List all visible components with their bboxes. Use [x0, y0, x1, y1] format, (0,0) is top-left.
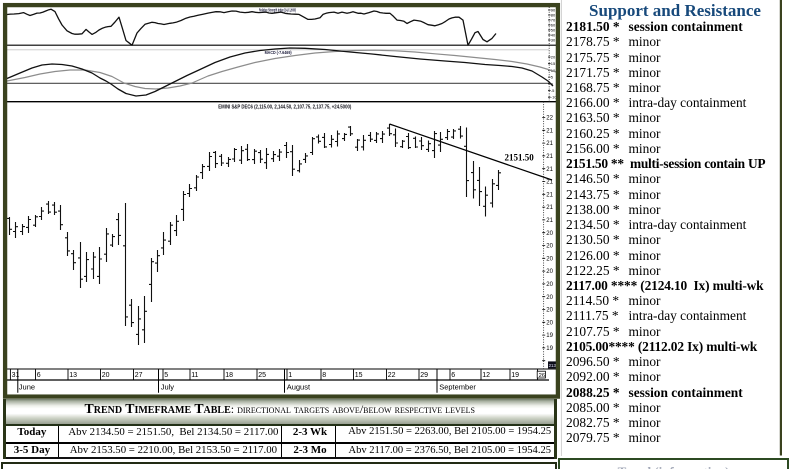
svg-text:August: August — [287, 382, 311, 391]
svg-text:20: 20 — [546, 295, 553, 301]
svg-text:September: September — [439, 382, 476, 391]
svg-text:21: 21 — [546, 154, 553, 160]
svg-text:19: 19 — [546, 346, 553, 352]
svg-text:20: 20 — [546, 269, 553, 275]
svg-text:5: 5 — [551, 75, 554, 80]
svg-text:0: 0 — [551, 81, 554, 86]
svg-text:22: 22 — [546, 116, 553, 122]
svg-text:27: 27 — [135, 372, 143, 379]
svg-text:20: 20 — [551, 55, 556, 60]
svg-text:20: 20 — [102, 372, 110, 379]
svg-text:20: 20 — [546, 308, 553, 314]
svg-text:20: 20 — [546, 231, 553, 237]
svg-text:EMINI S&P DEC6 (2,115.00, 2,14: EMINI S&P DEC6 (2,115.00, 2,144.50, 2,10… — [218, 105, 351, 111]
svg-text:8: 8 — [322, 372, 326, 379]
svg-text:19: 19 — [511, 372, 519, 379]
svg-text:20: 20 — [546, 320, 553, 326]
svg-text:12: 12 — [482, 372, 490, 379]
svg-text:21: 21 — [546, 141, 553, 147]
svg-text:6: 6 — [451, 372, 455, 379]
svg-text:18: 18 — [225, 372, 233, 379]
svg-text:21: 21 — [546, 218, 553, 224]
svg-text:21: 21 — [546, 205, 553, 211]
svg-text:15: 15 — [355, 372, 363, 379]
svg-text:21: 21 — [546, 167, 553, 173]
svg-text:1: 1 — [288, 372, 292, 379]
svg-text:21: 21 — [546, 128, 553, 134]
svg-text:MACD (-7.6469): MACD (-7.6469) — [265, 50, 292, 55]
svg-text:80: 80 — [551, 13, 556, 18]
svg-text:19: 19 — [546, 333, 553, 339]
svg-text:6: 6 — [37, 372, 41, 379]
svg-text:5: 5 — [164, 372, 168, 379]
svg-text:11: 11 — [191, 372, 198, 379]
svg-text:25: 25 — [258, 372, 266, 379]
svg-text:10: 10 — [551, 68, 556, 73]
svg-text:June: June — [19, 382, 35, 391]
svg-text:20: 20 — [546, 282, 553, 288]
svg-text:15: 15 — [551, 61, 556, 66]
svg-text:50: 50 — [551, 28, 556, 33]
svg-text:22: 22 — [388, 372, 396, 379]
svg-text:13: 13 — [69, 372, 77, 379]
svg-text:-10: -10 — [551, 95, 558, 100]
svg-text:20: 20 — [546, 256, 553, 262]
svg-text:29: 29 — [420, 372, 428, 379]
svg-text:2151.50: 2151.50 — [505, 153, 535, 163]
svg-text:2138: 2138 — [549, 363, 559, 368]
svg-text:July: July — [161, 382, 175, 391]
svg-text:20: 20 — [546, 244, 553, 250]
svg-text:-5: -5 — [551, 88, 555, 93]
svg-text:21: 21 — [546, 180, 553, 186]
svg-text:30: 30 — [551, 38, 556, 43]
svg-text:90: 90 — [551, 8, 556, 13]
svg-text:Relative Strength Index (14,C,: Relative Strength Index (14,C,2000) — [259, 8, 296, 13]
svg-text:70: 70 — [551, 18, 556, 23]
svg-text:31: 31 — [12, 372, 20, 379]
svg-text:60: 60 — [551, 23, 556, 28]
svg-text:21: 21 — [546, 192, 553, 198]
svg-text:40: 40 — [551, 33, 556, 38]
svg-text:26: 26 — [539, 373, 545, 379]
